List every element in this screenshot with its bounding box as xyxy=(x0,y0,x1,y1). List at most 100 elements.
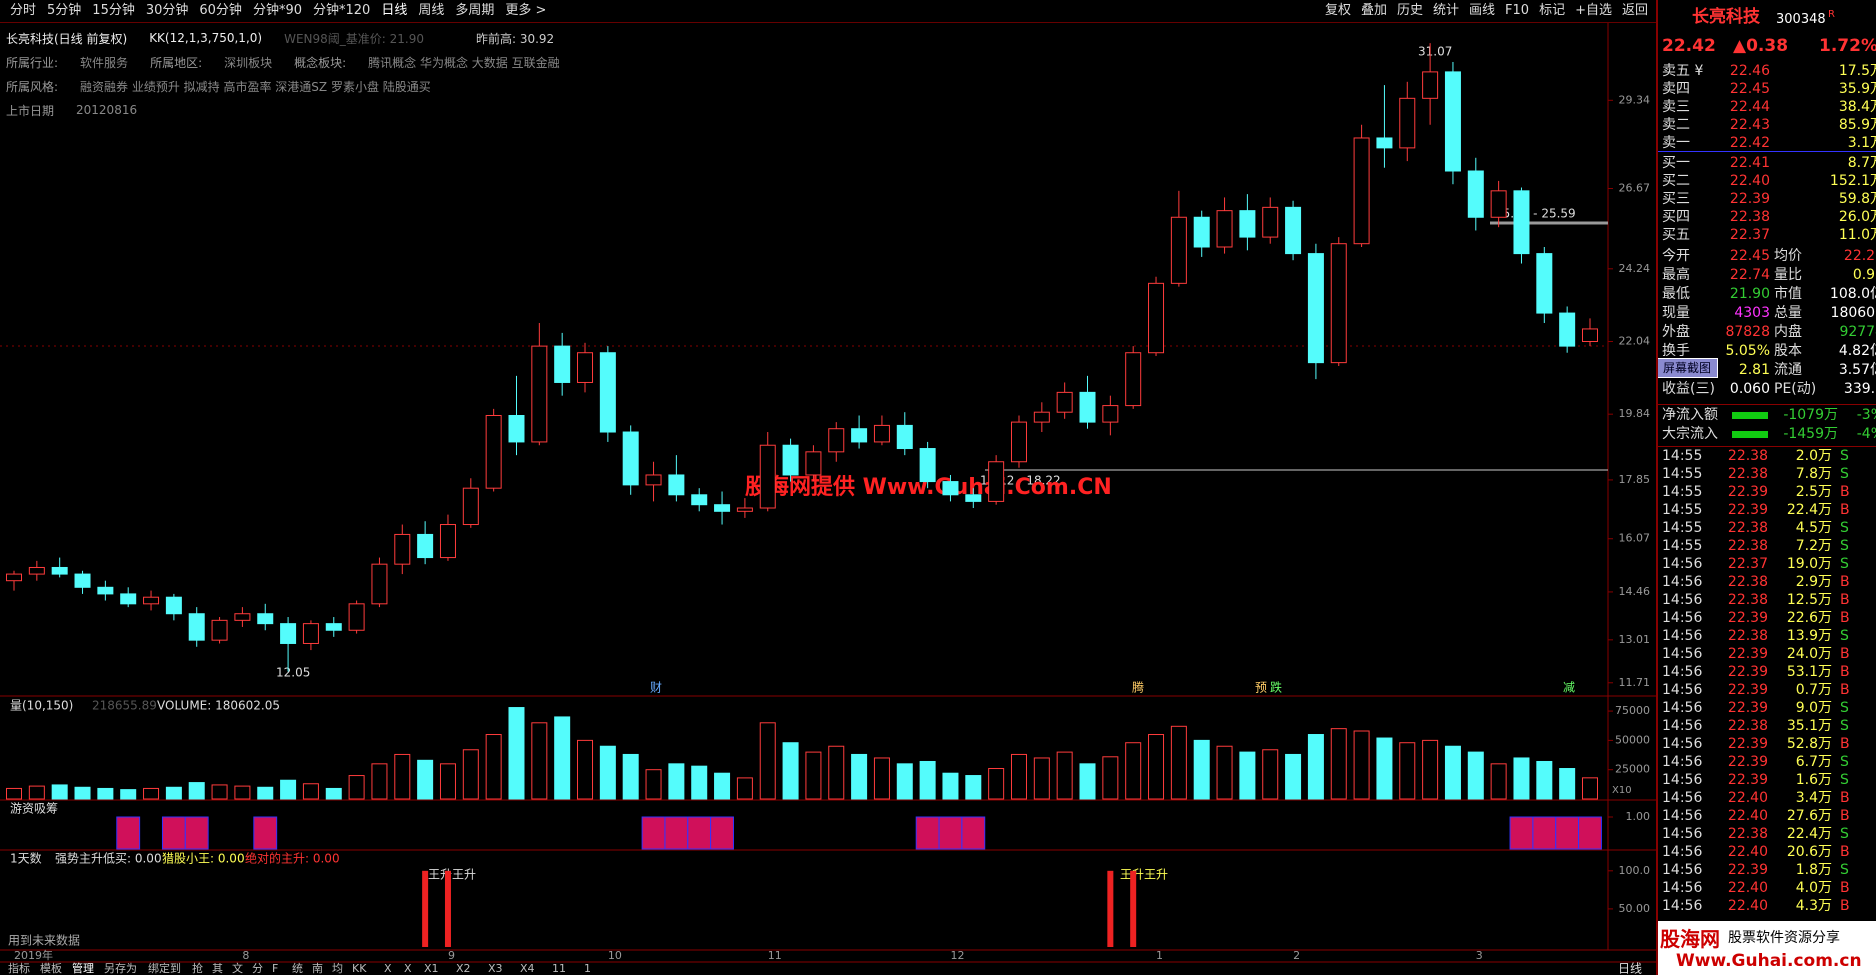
candle-body xyxy=(325,623,342,631)
multiplier: X10 xyxy=(1612,785,1632,796)
trade-price: 22.40 xyxy=(1727,898,1768,914)
trade-time: 14:56 xyxy=(1662,844,1703,860)
last-price: 22.42 xyxy=(1662,36,1716,56)
volume-bar xyxy=(1125,742,1142,800)
trade-price: 22.38 xyxy=(1727,520,1768,536)
stock-flag: R xyxy=(1828,9,1835,20)
bottom-tab: 其 xyxy=(212,962,223,975)
toolbar-tab[interactable]: 分时 xyxy=(10,3,37,18)
toolbar-tab[interactable]: 日线 xyxy=(381,3,408,18)
trade-time: 14:55 xyxy=(1662,538,1703,554)
price-pct: 1.72% xyxy=(1819,36,1876,56)
logo-box: 股海网 股票软件资源分享 Www.Guhai.com.cn xyxy=(1658,921,1876,975)
candle-body xyxy=(1216,210,1233,248)
toolbar-tab[interactable]: 15分钟 xyxy=(92,3,135,18)
stat-value: 21.90 xyxy=(1729,286,1770,302)
bottom-tab: X xyxy=(404,962,412,975)
x-tick-label: 9 xyxy=(448,949,455,962)
info-text: 所属行业: xyxy=(6,55,59,70)
toolbar-tab[interactable]: 30分钟 xyxy=(145,3,189,18)
toolbar-button[interactable]: 复权 xyxy=(1324,3,1351,18)
event-marker: 跌 xyxy=(1270,680,1282,695)
flow-value: -1459万 xyxy=(1783,426,1838,442)
event-marker: 预 xyxy=(1255,681,1267,695)
trade-price: 22.39 xyxy=(1727,484,1768,500)
toolbar-tab[interactable]: 更多 > xyxy=(505,3,547,18)
stat-label: 最高 xyxy=(1662,267,1690,283)
trade-side: B xyxy=(1840,592,1850,608)
toolbar-tab[interactable]: 分钟*120 xyxy=(312,3,371,18)
trade-time: 14:56 xyxy=(1662,610,1703,626)
trade-side: B xyxy=(1840,808,1850,824)
toolbar-button[interactable]: 统计 xyxy=(1433,3,1460,18)
toolbar-button[interactable]: F10 xyxy=(1505,3,1530,18)
flow-bar xyxy=(116,816,141,850)
stat-label: PE(动) xyxy=(1774,381,1817,397)
y-tick-label: 22.04 xyxy=(1619,334,1651,347)
candle-body xyxy=(1559,312,1576,347)
toolbar-button[interactable]: 画线 xyxy=(1469,3,1496,18)
trade-volume: 12.5万 xyxy=(1786,592,1832,608)
trade-time: 14:56 xyxy=(1662,826,1703,842)
toolbar-tab[interactable]: 60分钟 xyxy=(199,3,242,18)
trade-side: B xyxy=(1840,646,1850,662)
flow-label: 净流入额 xyxy=(1662,407,1718,423)
trade-time: 14:55 xyxy=(1662,466,1703,482)
toolbar-button[interactable]: 历史 xyxy=(1396,3,1423,18)
trade-time: 14:56 xyxy=(1662,772,1703,788)
toolbar-button[interactable]: 叠加 xyxy=(1360,3,1387,18)
y-tick-label: 29.34 xyxy=(1619,93,1651,106)
candle-body xyxy=(1193,216,1210,248)
candle-body xyxy=(1582,328,1598,342)
candle-body xyxy=(1079,391,1096,423)
x-tick-label: 2 xyxy=(1293,949,1300,962)
toolbar-button[interactable]: 返回 xyxy=(1621,3,1648,18)
book-volume: 59.8万 xyxy=(1838,191,1876,207)
toolbar-tab[interactable]: 5分钟 xyxy=(47,3,82,18)
trade-time: 14:56 xyxy=(1662,646,1703,662)
candle-body xyxy=(668,474,685,496)
signal-bar xyxy=(1130,870,1137,947)
candle-body xyxy=(531,345,548,443)
candle-body xyxy=(143,596,160,605)
book-label: 买五 xyxy=(1662,227,1690,243)
trade-volume: 24.0万 xyxy=(1786,646,1832,662)
book-volume: 26.0万 xyxy=(1838,209,1876,225)
candle-body xyxy=(1285,206,1302,255)
trade-side: S xyxy=(1840,718,1849,734)
toolbar-tab[interactable]: 分钟*90 xyxy=(252,3,302,18)
trade-time: 14:55 xyxy=(1662,448,1703,464)
volume-bar xyxy=(439,763,456,800)
toolbar-tab[interactable]: 周线 xyxy=(418,3,445,18)
flow-bar xyxy=(938,816,963,850)
volume-bar xyxy=(691,765,708,800)
candle-body xyxy=(348,603,365,631)
info-base: WEN98阈_基准价: 21.90 xyxy=(284,31,424,46)
book-price: 22.37 xyxy=(1729,227,1770,243)
candle-body xyxy=(965,494,982,502)
book-volume: 152.1万 xyxy=(1829,173,1876,189)
trade-side: B xyxy=(1840,502,1850,518)
trade-side: B xyxy=(1840,484,1850,500)
volume-bar xyxy=(1536,760,1553,800)
info-row: 所属行业: 软件服务 所属地区: 深圳板块 概念板块: 腾讯概念 华为概念 大数据 互联金… xyxy=(6,50,560,74)
stat-value: 4.82亿 xyxy=(1838,343,1876,359)
candle-body xyxy=(394,533,411,565)
toolbar-tab[interactable]: 多周期 xyxy=(455,3,495,18)
book-price: 22.42 xyxy=(1729,135,1770,151)
toolbar-button[interactable]: 标记 xyxy=(1539,3,1566,18)
stat-label: 均价 xyxy=(1774,248,1802,264)
chart: 31.07 12.05 25.78 - 25.59 11.12 - 18.22 … xyxy=(0,23,1656,975)
candle-body xyxy=(1330,243,1347,364)
trade-price: 22.40 xyxy=(1727,790,1768,806)
toolbar-button[interactable]: +自选 xyxy=(1575,3,1612,18)
candle-body xyxy=(508,414,525,443)
book-volume: 85.9万 xyxy=(1838,117,1876,133)
volume-bar xyxy=(1193,739,1210,800)
stat-label: 换手 xyxy=(1662,343,1690,359)
candle-body xyxy=(1102,405,1119,423)
book-price: 22.40 xyxy=(1729,173,1770,189)
bottom-tab: 均 xyxy=(332,962,343,975)
candle-body xyxy=(417,533,434,559)
candle-body xyxy=(1513,190,1530,255)
